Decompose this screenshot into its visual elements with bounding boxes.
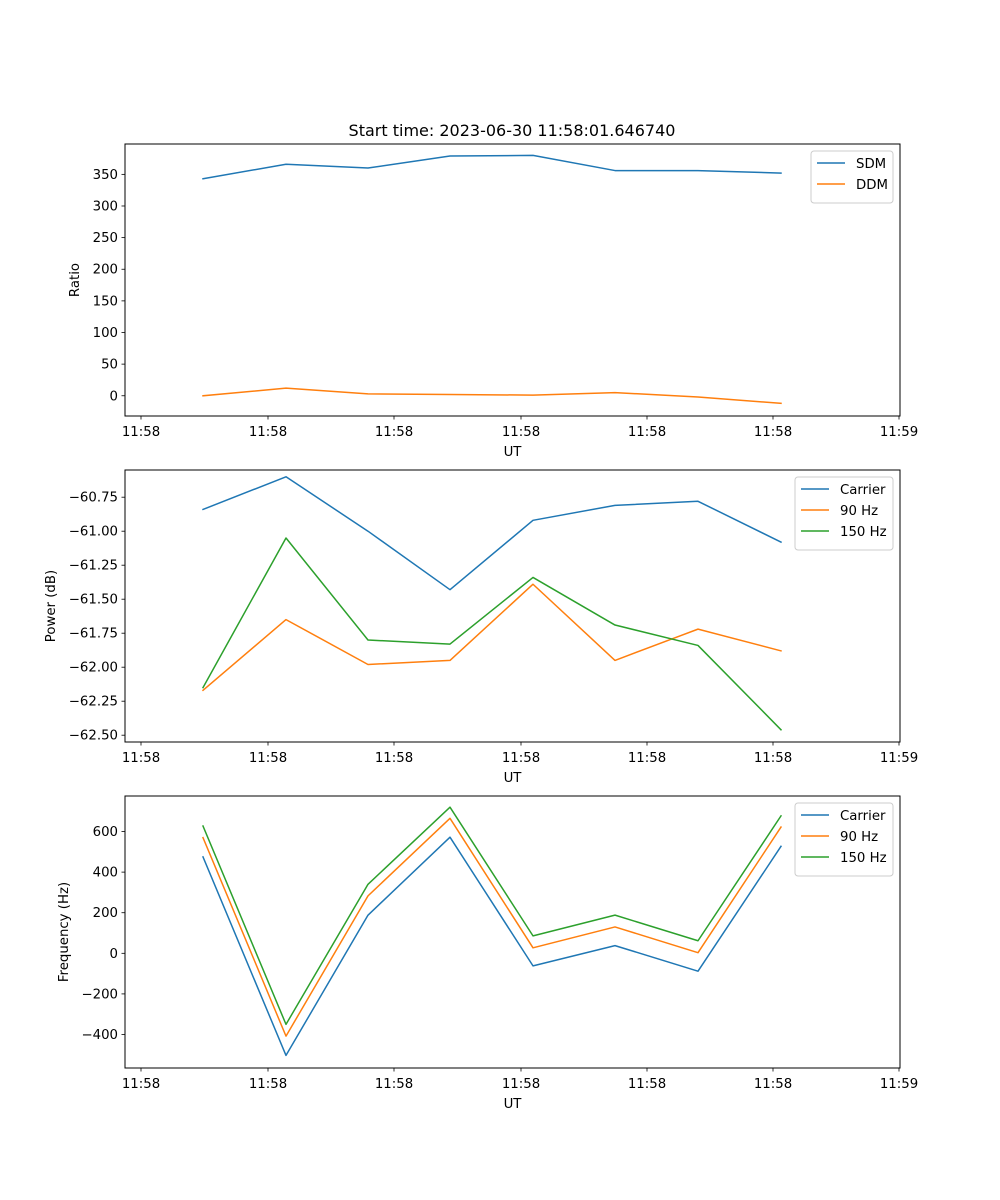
y-tick-label: 50: [101, 358, 118, 373]
legend-label: 90 Hz: [840, 830, 878, 845]
x-tick-label: 11:58: [502, 1077, 540, 1092]
charts-group: 0 50 100 150 200 250 300 350 11:58 11:58 11:58 11:5…: [44, 143, 918, 1112]
series-line-90-hz: [202, 817, 783, 1037]
y-tick-label: −61.00: [69, 525, 118, 540]
chart-panel-1: 0 50 100 150 200 250 300 350 11:58 11:58 11:58 11:5…: [68, 143, 918, 460]
x-tick-label: 11:58: [249, 751, 287, 766]
x-axis-label: UT: [504, 771, 523, 786]
x-axis-label: UT: [504, 445, 523, 460]
x-tick-label: 11:58: [754, 1077, 792, 1092]
chart-title: Start time: 2023-06-30 11:58:01.646740: [349, 121, 676, 140]
x-tick-label: 11:58: [754, 751, 792, 766]
axes-frame: [124, 795, 901, 1069]
x-tick-label: 11:58: [502, 751, 540, 766]
y-tick-label: −400: [81, 1028, 118, 1043]
x-tick-label: 11:58: [122, 751, 160, 766]
y-axis-label: Power (dB): [44, 570, 59, 642]
x-tick-label: 11:58: [122, 425, 160, 440]
y-tick-label: −60.75: [69, 491, 118, 506]
legend-label: 150 Hz: [840, 851, 887, 866]
x-tick-label: 11:58: [628, 751, 666, 766]
y-tick-label: 200: [93, 263, 118, 278]
y-tick-label: 300: [93, 199, 118, 214]
legend-label: Carrier: [840, 809, 886, 824]
legend-label: DDM: [856, 178, 888, 193]
chart-panel-2: −60.75 −61.00 −61.25 −61.50 −61.75 −62.00 −62.…: [44, 469, 918, 786]
y-tick-label: 0: [110, 389, 118, 404]
legend: Carrier 90 Hz 150 Hz: [794, 476, 894, 551]
x-tick-label: 11:58: [628, 425, 666, 440]
y-tick-label: −61.25: [69, 559, 118, 574]
x-tick-label: 11:58: [628, 1077, 666, 1092]
y-tick-label: 250: [93, 231, 118, 246]
y-tick-label: 150: [93, 294, 118, 309]
y-tick-label: 0: [110, 947, 118, 962]
y-tick-label: 100: [93, 326, 118, 341]
x-tick-label: 11:59: [880, 425, 918, 440]
series-line-carrier: [202, 476, 783, 591]
y-axis-label: Frequency (Hz): [57, 882, 72, 982]
legend: Carrier 90 Hz 150 Hz: [794, 802, 894, 877]
axes-frame: [124, 469, 901, 743]
y-tick-label: −62.25: [69, 695, 118, 710]
x-tick-label: 11:58: [375, 1077, 413, 1092]
series-line-150-hz: [201, 537, 783, 731]
series-line-90-hz: [201, 583, 782, 692]
y-tick-label: −200: [81, 987, 118, 1002]
legend-label: 90 Hz: [840, 504, 878, 519]
x-tick-label: 11:58: [375, 425, 413, 440]
series-line-sdm: [202, 154, 782, 180]
y-tick-label: −61.50: [69, 593, 118, 608]
chart-panel-3: −400 −200 0 200 400 600 11:58 11:58 11:58 11:58 11…: [57, 795, 918, 1112]
legend: SDM DDM: [810, 150, 894, 204]
series-line-ddm: [202, 387, 782, 405]
legend-label: 150 Hz: [840, 525, 887, 540]
x-tick-label: 11:58: [249, 425, 287, 440]
x-tick-label: 11:58: [502, 425, 540, 440]
y-tick-label: −62.50: [69, 729, 118, 744]
y-tick-label: 350: [93, 168, 118, 183]
x-tick-label: 11:58: [122, 1077, 160, 1092]
legend-box: [810, 150, 894, 204]
series-line-carrier: [202, 836, 783, 1057]
x-tick-label: 11:58: [754, 425, 792, 440]
y-tick-label: −61.75: [69, 627, 118, 642]
x-tick-label: 11:59: [880, 1077, 918, 1092]
axes-frame: [124, 143, 901, 417]
y-tick-label: 400: [93, 866, 118, 881]
x-tick-label: 11:59: [880, 751, 918, 766]
x-tick-label: 11:58: [375, 751, 413, 766]
y-tick-label: 200: [93, 906, 118, 921]
legend-label: Carrier: [840, 483, 886, 498]
y-tick-label: 600: [93, 825, 118, 840]
y-axis-label: Ratio: [68, 263, 83, 297]
y-tick-label: −62.00: [69, 661, 118, 676]
x-tick-label: 11:58: [249, 1077, 287, 1092]
x-axis-label: UT: [504, 1097, 523, 1112]
legend-label: SDM: [856, 157, 886, 172]
series-line-150-hz: [202, 806, 783, 1026]
